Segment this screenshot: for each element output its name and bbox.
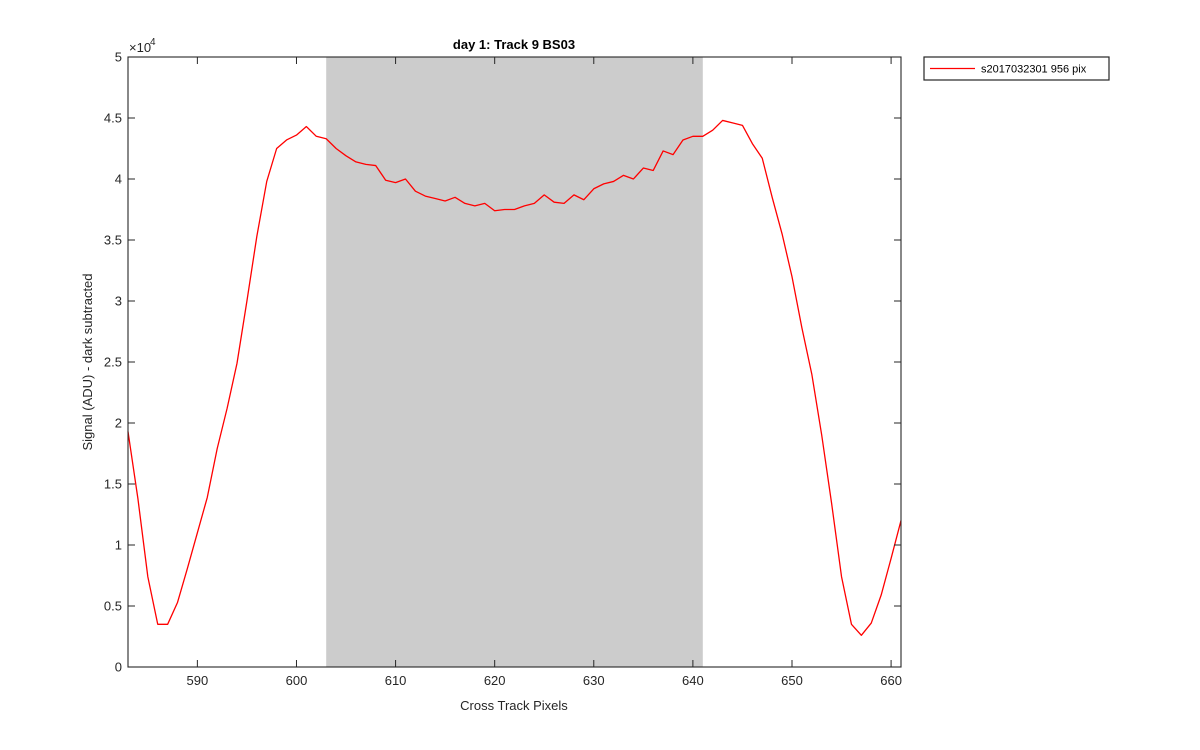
x-tick-label: 610 xyxy=(385,673,407,688)
series-layer xyxy=(127,119,902,636)
x-tick-label: 590 xyxy=(187,673,209,688)
y-tick-label: 3.5 xyxy=(104,233,122,248)
y-tick-label: 2.5 xyxy=(104,355,122,370)
y-axis-label: Signal (ADU) - dark subtracted xyxy=(80,273,95,450)
y-tick-label: 4 xyxy=(115,172,122,187)
y-tick-label: 1.5 xyxy=(104,477,122,492)
x-tick-label: 630 xyxy=(583,673,605,688)
legend-box xyxy=(923,56,1110,81)
x-tick-label: 650 xyxy=(781,673,803,688)
y-tick-label: 5 xyxy=(115,50,122,65)
series-line-0 xyxy=(127,119,902,636)
y-tick-label: 4.5 xyxy=(104,111,122,126)
chart-title: day 1: Track 9 BS03 xyxy=(453,37,575,52)
y-tick-label: 2 xyxy=(115,416,122,431)
y-exponent-base: ×10 xyxy=(129,40,151,55)
x-axis-label: Cross Track Pixels xyxy=(460,698,568,713)
y-tick-label: 3 xyxy=(115,294,122,309)
x-tick-label: 640 xyxy=(682,673,704,688)
x-axis-ticks: 590 600 610 620 630 640 650 660 xyxy=(187,57,902,688)
y-exponent-label: ×10 4 xyxy=(129,37,156,55)
y-exponent-power: 4 xyxy=(150,37,156,48)
y-tick-label: 0.5 xyxy=(104,599,122,614)
legend-label: s2017032301 956 pix xyxy=(981,64,1087,76)
y-axis-ticks: 0 0.5 1 1.5 2 2.5 3 3.5 4 4.5 5 xyxy=(104,50,901,675)
shaded-band xyxy=(326,57,703,667)
x-tick-label: 660 xyxy=(880,673,902,688)
y-tick-label: 0 xyxy=(115,660,122,675)
shaded-region xyxy=(326,57,703,667)
y-tick-label: 1 xyxy=(115,538,122,553)
legend[interactable]: s2017032301 956 pix xyxy=(923,56,1110,81)
x-tick-label: 620 xyxy=(484,673,506,688)
x-tick-label: 600 xyxy=(286,673,308,688)
